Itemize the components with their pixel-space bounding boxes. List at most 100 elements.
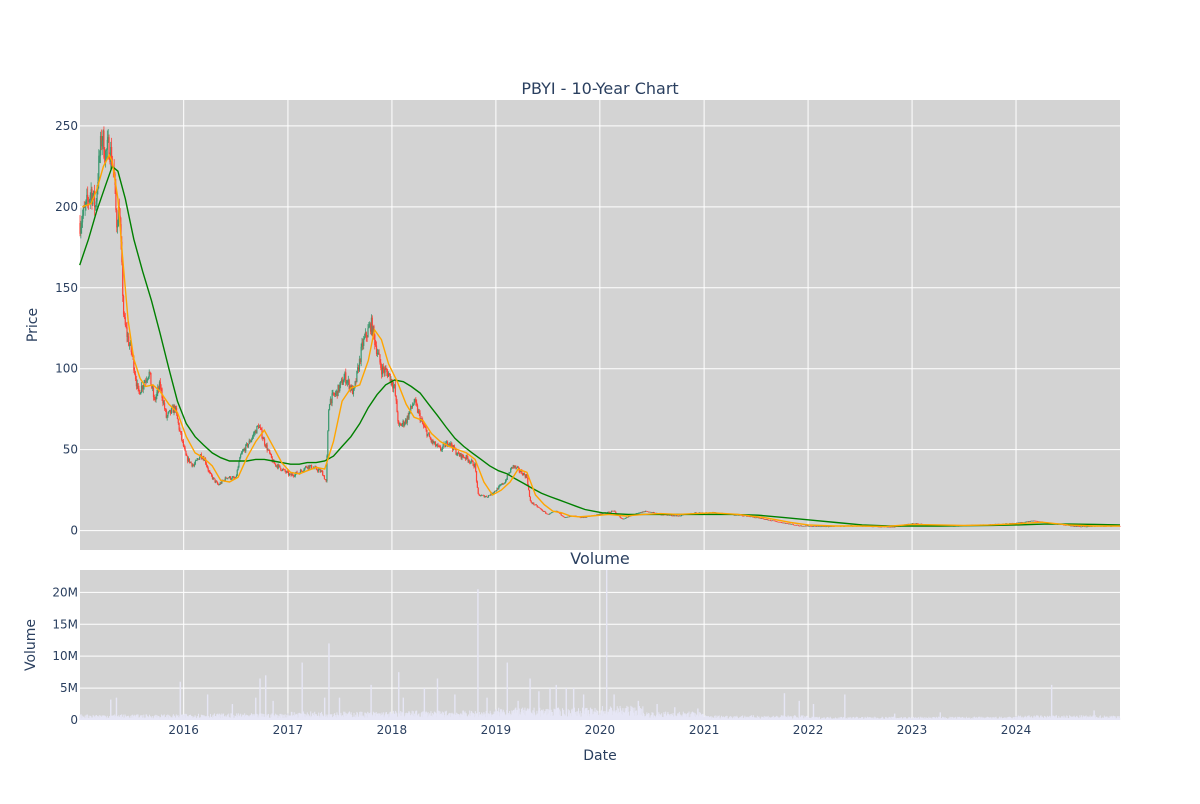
candle-body [280, 468, 281, 470]
candle-body [184, 446, 185, 447]
candlestick [140, 392, 141, 395]
candle-body [87, 195, 88, 200]
candle-body [107, 140, 108, 150]
candle-body [510, 469, 511, 473]
candle-body [81, 222, 82, 227]
candle-body [147, 379, 148, 380]
candle-body [493, 493, 494, 494]
candle-body [541, 509, 542, 510]
candle-body [396, 401, 397, 413]
candlestick [477, 480, 478, 487]
candle-body [233, 477, 234, 478]
candle-body [347, 381, 348, 382]
candle-body [241, 453, 242, 455]
candle-body [82, 216, 83, 223]
candle-body [414, 402, 415, 405]
candle-body [124, 315, 125, 317]
candle-body [226, 478, 227, 479]
candle-body [242, 451, 243, 452]
candle-body [125, 317, 126, 325]
candle-body [498, 486, 499, 489]
candle-body [396, 396, 397, 401]
candle-body [424, 426, 425, 427]
candle-body [292, 474, 293, 475]
candle-body [165, 409, 166, 410]
candle-body [413, 404, 414, 406]
candle-body [770, 520, 771, 521]
candle-body [367, 328, 368, 337]
candle-body [433, 443, 434, 444]
candle-body [542, 510, 543, 511]
candle-body [80, 227, 81, 234]
candle-body [155, 396, 156, 400]
candle-body [389, 373, 390, 374]
candlestick [529, 490, 530, 497]
candle-body [306, 466, 307, 467]
candle-body [538, 507, 539, 508]
candle-body [270, 453, 271, 454]
candle-body [126, 327, 127, 337]
candle-body [501, 485, 502, 486]
candle-body [333, 393, 334, 395]
candle-body [196, 460, 197, 461]
candle-body [627, 517, 628, 518]
candle-body [237, 470, 238, 476]
candle-body [455, 449, 456, 455]
price-y-tick-label: 250 [55, 119, 78, 133]
candle-body [561, 515, 562, 516]
candle-body [268, 450, 269, 451]
candle-body [425, 428, 426, 430]
candlestick [329, 404, 330, 410]
candle-body [245, 445, 246, 452]
candle-body [530, 497, 531, 501]
candle-body [301, 470, 302, 471]
candle-body [339, 385, 340, 391]
candlestick [185, 451, 186, 456]
candle-body [252, 436, 253, 438]
candle-body [185, 448, 186, 451]
candle-body [117, 226, 118, 227]
candlestick [475, 463, 476, 472]
candle-body [363, 339, 364, 346]
candlestick [237, 469, 238, 476]
candle-body [206, 463, 207, 465]
candle-body [217, 482, 218, 484]
candle-body [96, 201, 97, 206]
candlestick [150, 373, 151, 385]
candle-body [441, 450, 442, 451]
candle-body [533, 503, 534, 505]
candlestick [654, 512, 655, 513]
candle-body [254, 433, 255, 434]
candle-body [183, 441, 184, 446]
candle-body [103, 131, 104, 158]
candle-body [462, 454, 463, 456]
candle-body [138, 383, 139, 388]
candle-body [230, 476, 231, 479]
candle-body [432, 440, 433, 443]
candle-body [435, 442, 436, 446]
candle-body [625, 518, 626, 519]
candle-body [345, 372, 346, 383]
candle-body [171, 408, 172, 413]
candle-body [98, 156, 99, 182]
candle-body [654, 512, 655, 513]
price-chart-title: PBYI - 10-Year Chart [521, 79, 678, 98]
candle-body [386, 370, 387, 372]
candle-body [329, 404, 330, 410]
candle-body [549, 514, 550, 515]
candle-body [443, 444, 444, 447]
candle-body [490, 495, 491, 496]
candle-body [237, 467, 238, 470]
candle-body [458, 452, 459, 453]
candle-body [429, 434, 430, 437]
candle-body [210, 473, 211, 474]
candle-body [267, 445, 268, 451]
candle-body [437, 444, 438, 445]
candle-body [467, 455, 468, 458]
candle-body [186, 455, 187, 456]
candlestick [279, 466, 280, 469]
candle-body [199, 457, 200, 460]
candle-body [324, 476, 325, 479]
candle-body [397, 412, 398, 421]
price-y-axis-label: Price [25, 308, 41, 342]
